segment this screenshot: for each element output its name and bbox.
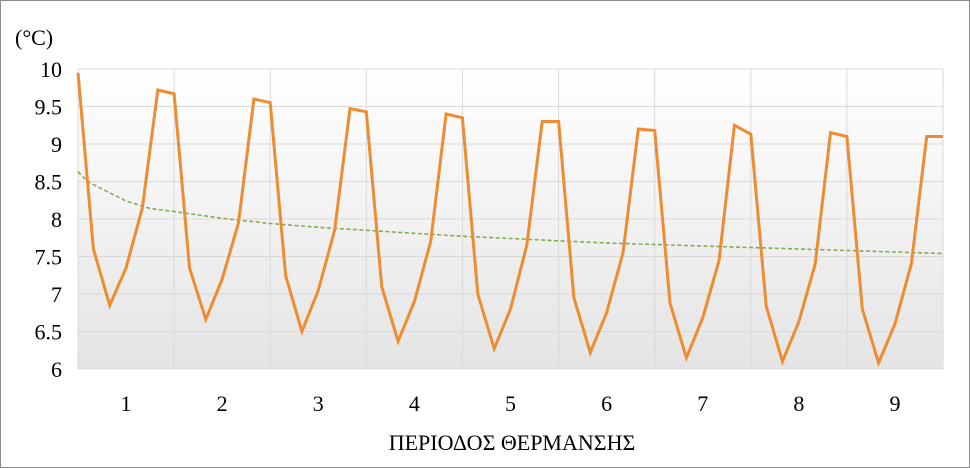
dashed-trend-series-line	[77, 171, 944, 255]
x-tick-label: 8	[793, 391, 804, 416]
x-tick-label: 7	[697, 391, 708, 416]
y-tick-label: 8.5	[35, 170, 63, 195]
y-axis-unit-label: (°C)	[15, 25, 53, 50]
y-tick-label: 8	[51, 207, 62, 232]
x-tick-label: 1	[121, 391, 132, 416]
y-tick-label: 10	[40, 57, 62, 82]
x-tick-label: 4	[409, 391, 420, 416]
oscillating-temperature-series-line	[76, 72, 943, 368]
x-tick-label: 5	[505, 391, 516, 416]
x-tick-label: 9	[889, 391, 900, 416]
y-tick-label: 9.5	[35, 95, 63, 120]
series-layer	[76, 72, 944, 368]
y-axis-ticks: 6 6.5 7 7.5 8 8.5 9 9.5 10	[35, 57, 63, 382]
x-axis-ticks: 1 2 3 4 5 6 7 8 9	[121, 391, 901, 416]
x-tick-label: 6	[601, 391, 612, 416]
y-tick-label: 7	[51, 282, 62, 307]
y-tick-label: 6.5	[35, 320, 63, 345]
y-tick-label: 7.5	[35, 245, 63, 270]
y-tick-label: 6	[51, 357, 62, 382]
gridlines	[77, 68, 944, 370]
y-tick-label: 9	[51, 132, 62, 157]
x-tick-label: 3	[313, 391, 324, 416]
x-tick-label: 2	[217, 391, 228, 416]
x-axis-title: ΠΕΡΙΟΔΟΣ ΘΕΡΜΑΝΣΗΣ	[389, 430, 636, 455]
